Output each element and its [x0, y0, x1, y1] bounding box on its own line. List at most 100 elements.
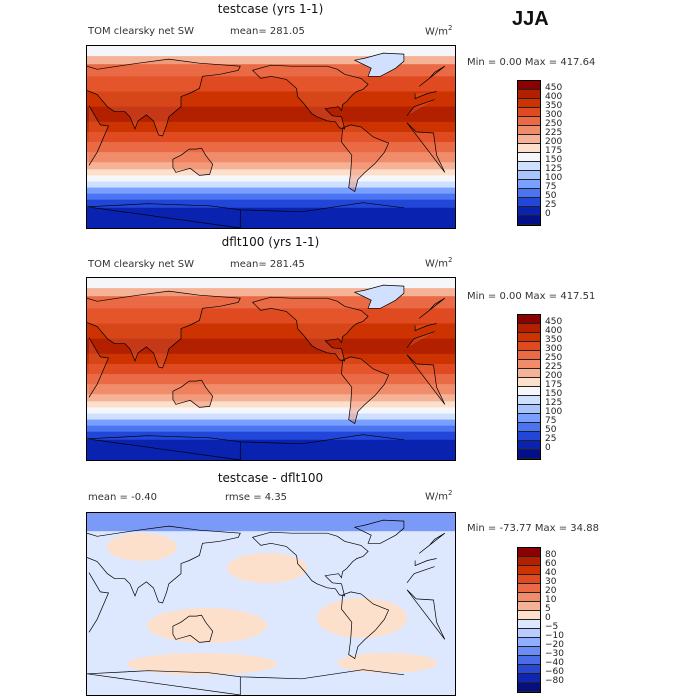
- land-shading: [172, 380, 213, 408]
- colorbar-tick-label: 5: [545, 604, 551, 614]
- colorbar-tick-label: 60: [545, 559, 557, 569]
- coastline: [341, 124, 390, 193]
- colorbar-tick-label: 100: [545, 407, 563, 417]
- colorbar-tick-label: −30: [545, 649, 564, 659]
- colorbar-tick-label: −80: [545, 676, 564, 686]
- colorbar-segment: [518, 674, 540, 683]
- land-shading: [87, 59, 445, 136]
- land-shading: [341, 124, 389, 192]
- panel3-map: [86, 512, 456, 696]
- colorbar-tick-label: 30: [545, 577, 557, 587]
- colorbar-segment: [518, 387, 540, 396]
- colorbar-segment: [518, 126, 540, 135]
- greenland-ice: [354, 285, 404, 309]
- colorbar-segment: [518, 575, 540, 584]
- zonal-band: [87, 401, 455, 408]
- colorbar-tick-label: 0: [545, 209, 551, 219]
- map-svg: [87, 278, 455, 460]
- panel3-colorbar-ticks: 80 60 40 30 20 10 5 0 −5 −10 −20 −30 −40 −60 −80: [545, 547, 585, 691]
- panel3-units: W/m2: [425, 489, 453, 503]
- panel2-map: [86, 277, 456, 461]
- zonal-band: [87, 162, 455, 170]
- colorbar-segment: [518, 117, 540, 126]
- zonal-band: [87, 152, 455, 163]
- land-shading: [252, 65, 369, 129]
- colorbar-segment: [518, 144, 540, 153]
- colorbar-segment: [518, 396, 540, 405]
- zonal-band: [87, 46, 455, 57]
- zonal-band: [87, 431, 455, 441]
- arctic-negative-band: [87, 513, 455, 532]
- colorbar-tick-label: 400: [545, 326, 563, 336]
- colorbar-tick-label: 250: [545, 119, 563, 129]
- colorbar-tick-label: 75: [545, 182, 557, 192]
- colorbar-segment: [518, 405, 540, 414]
- colorbar-segment: [518, 198, 540, 207]
- panel1-mean: mean= 281.05: [230, 26, 305, 37]
- colorbar-segment: [518, 656, 540, 665]
- colorbar-segment: [518, 611, 540, 620]
- coastline: [251, 296, 369, 362]
- zonal-band: [87, 296, 455, 309]
- zonal-band: [87, 413, 455, 421]
- zonal-band: [87, 323, 455, 340]
- colorbar-tick-label: −5: [545, 622, 559, 632]
- coastline: [353, 52, 405, 77]
- colorbar-segment: [518, 450, 540, 459]
- zonal-band: [87, 374, 455, 385]
- colorbar-segment: [518, 108, 540, 117]
- colorbar-tick-label: 0: [545, 613, 551, 623]
- colorbar-tick-label: 225: [545, 128, 563, 138]
- land-shading: [87, 291, 445, 368]
- colorbar-tick-label: 200: [545, 371, 563, 381]
- colorbar-tick-label: 50: [545, 191, 557, 201]
- colorbar-tick-label: 125: [545, 164, 563, 174]
- zonal-band: [87, 181, 455, 189]
- diff-patch: [107, 533, 177, 561]
- zonal-band: [87, 121, 455, 133]
- panel1-map: [86, 45, 456, 229]
- panel1-units: W/m2: [425, 24, 453, 38]
- zonal-band: [87, 288, 455, 297]
- panel2-units: W/m2: [425, 256, 453, 270]
- colorbar-segment: [518, 414, 540, 423]
- greenland-ice: [354, 53, 404, 77]
- coastline: [87, 669, 404, 695]
- zonal-band: [87, 394, 455, 402]
- colorbar-tick-label: 250: [545, 353, 563, 363]
- colorbar-segment: [518, 683, 540, 692]
- colorbar-tick-label: 450: [545, 83, 563, 93]
- colorbar-segment: [518, 593, 540, 602]
- zonal-band: [87, 175, 455, 182]
- colorbar-tick-label: 175: [545, 146, 563, 156]
- colorbar-tick-label: −20: [545, 640, 564, 650]
- colorbar-tick-label: 350: [545, 101, 563, 111]
- zonal-band: [87, 56, 455, 65]
- colorbar-tick-label: 0: [545, 443, 551, 453]
- colorbar-tick-label: 350: [545, 335, 563, 345]
- map-svg: [87, 513, 455, 695]
- colorbar-segment: [518, 153, 540, 162]
- zonal-band: [87, 363, 455, 375]
- colorbar-segment: [518, 629, 540, 638]
- colorbar-tick-label: 75: [545, 416, 557, 426]
- colorbar-tick-label: 125: [545, 398, 563, 408]
- panel3-rmse: rmse = 4.35: [225, 492, 288, 503]
- coastline: [87, 290, 446, 369]
- colorbar-segment: [518, 135, 540, 144]
- colorbar-segment: [518, 638, 540, 647]
- colorbar-tick-label: 100: [545, 173, 563, 183]
- colorbar-segment: [518, 566, 540, 575]
- coastline: [87, 434, 404, 460]
- colorbar-segment: [518, 216, 540, 225]
- colorbar-tick-label: 25: [545, 200, 557, 210]
- colorbar-segment: [518, 548, 540, 557]
- colorbar-tick-label: 300: [545, 344, 563, 354]
- colorbar-tick-label: 40: [545, 568, 557, 578]
- colorbar-segment: [518, 602, 540, 611]
- coastline: [87, 202, 404, 228]
- colorbar-segment: [518, 162, 540, 171]
- colorbar-tick-label: 25: [545, 434, 557, 444]
- coastline: [88, 99, 446, 173]
- coastline: [353, 284, 405, 309]
